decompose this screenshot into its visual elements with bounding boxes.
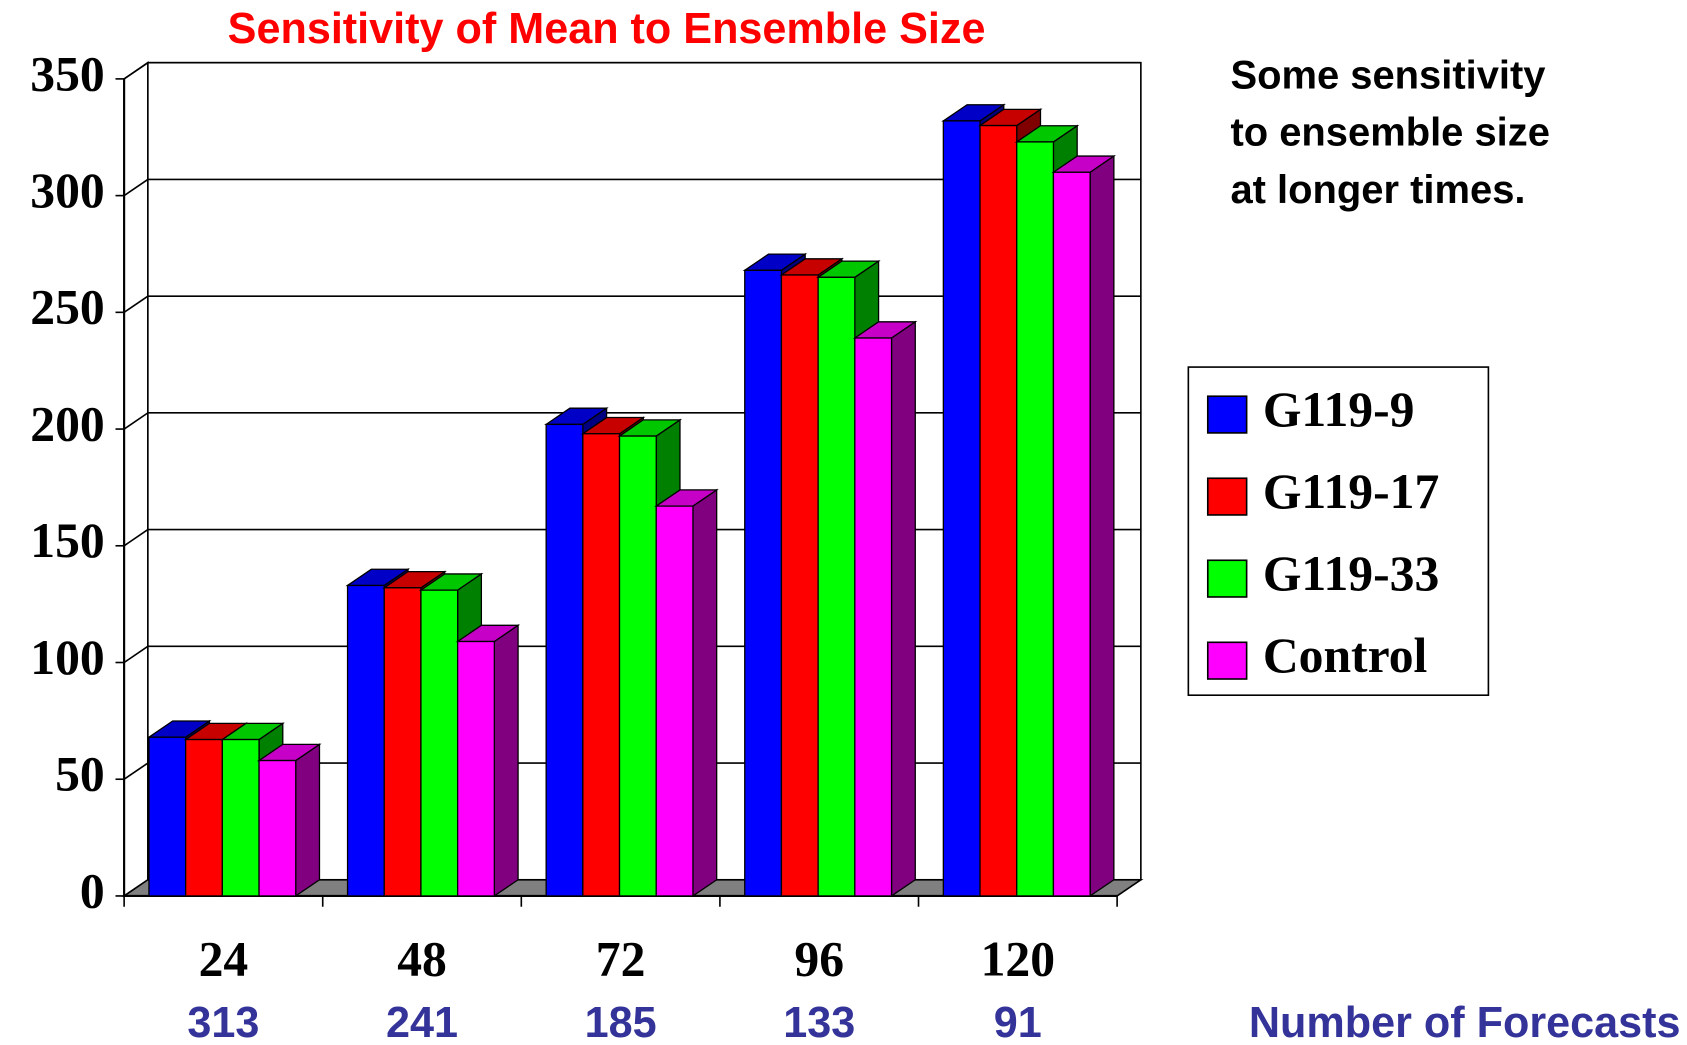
x-tick-label: 48	[397, 931, 447, 986]
grid-line	[123, 62, 149, 80]
bar-front	[817, 276, 856, 897]
bar-front	[780, 274, 819, 897]
bar-front	[1016, 141, 1055, 897]
x-tick-label: 24	[199, 931, 249, 986]
bar-side	[1089, 154, 1115, 898]
grid-line	[123, 762, 149, 780]
legend: G119-9 G119-17 G119-33 Control	[1187, 366, 1490, 697]
forecast-label: Number of Forecasts	[1249, 999, 1681, 1045]
grid-line	[123, 412, 149, 430]
annotation: at longer times.	[1230, 168, 1525, 212]
bar-side	[692, 488, 718, 898]
y-tick-label: 350	[30, 46, 104, 101]
y-tick-label: 150	[30, 513, 104, 568]
y-tick-label: 250	[30, 280, 104, 335]
forecast-count: 313	[187, 999, 259, 1045]
bar-side	[493, 624, 519, 898]
bar	[654, 488, 719, 898]
legend-swatch	[1206, 641, 1248, 680]
annotation: Some sensitivity	[1230, 53, 1545, 97]
x-tick-label: 72	[596, 931, 646, 986]
grid-line	[123, 295, 149, 314]
bar-front	[854, 337, 893, 897]
bar-front	[420, 589, 459, 897]
grid-line	[123, 178, 149, 197]
bar-front	[582, 433, 621, 897]
legend-label: G119-17	[1263, 464, 1439, 519]
bar-front	[618, 435, 657, 897]
forecast-count: 133	[783, 999, 855, 1045]
legend-swatch	[1206, 477, 1248, 516]
chart-title: Sensitivity of Mean to Ensemble Size	[228, 5, 986, 53]
bar-front	[258, 759, 297, 897]
bar-front	[456, 640, 495, 897]
x-tick-label: 120	[981, 931, 1055, 986]
forecast-count: 91	[994, 999, 1042, 1045]
forecast-count: 241	[386, 999, 458, 1045]
bar-side	[295, 743, 321, 898]
bar-front	[979, 124, 1018, 897]
legend-label: G119-9	[1263, 382, 1415, 437]
grid-line	[123, 528, 149, 547]
forecast-count: 185	[585, 999, 657, 1045]
y-tick-label: 200	[30, 396, 104, 451]
legend-label: G119-33	[1263, 546, 1439, 601]
legend-label: Control	[1263, 628, 1428, 683]
bar	[1051, 154, 1116, 898]
bar-front	[655, 505, 694, 897]
bar-side	[890, 320, 916, 898]
bar-front	[545, 423, 584, 897]
legend-swatch	[1206, 395, 1248, 434]
bar-front	[184, 738, 223, 897]
bar-front	[383, 587, 422, 897]
bar-front	[744, 269, 783, 897]
bar-front	[148, 736, 187, 897]
bar	[455, 624, 521, 898]
y-tick-label: 50	[55, 747, 105, 802]
y-tick-label: 300	[30, 163, 104, 218]
bar	[852, 320, 918, 898]
legend-swatch	[1206, 559, 1248, 598]
annotation: to ensemble size	[1230, 111, 1550, 155]
x-tick-label: 96	[794, 931, 844, 986]
bar	[256, 743, 322, 898]
bar-front	[942, 120, 981, 897]
bar-front	[221, 738, 260, 897]
y-tick-label: 100	[30, 630, 104, 685]
grid-line	[123, 645, 149, 664]
y-tick-label: 0	[80, 863, 105, 918]
bar-front	[1052, 171, 1091, 897]
bar-front	[346, 584, 385, 897]
